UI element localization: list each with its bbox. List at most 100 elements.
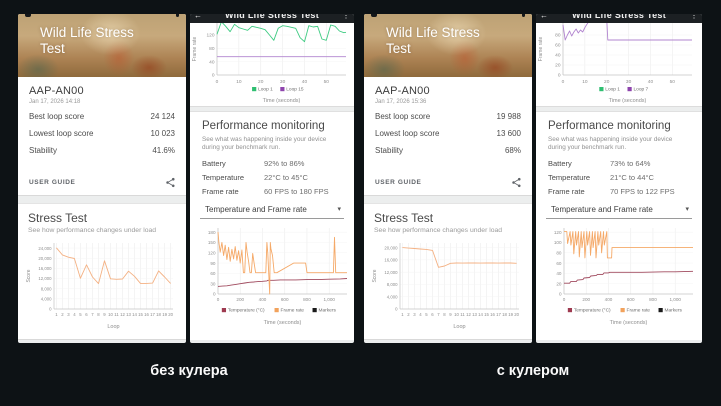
performance-monitoring-card: Performance monitoring See what was happ… [536, 111, 702, 340]
svg-text:Markers: Markers [319, 308, 337, 314]
svg-text:10: 10 [236, 79, 242, 85]
monitoring-panel-no-cooler: ← Wild Life Stress Test ⋮ 0 40 80 120 0 10 20 3… [190, 14, 354, 343]
svg-text:2: 2 [61, 312, 64, 317]
score-value: 10 023 [150, 129, 175, 138]
stress-test-subtitle: See how performance changes under load [28, 227, 157, 234]
score-value: 68% [504, 146, 521, 155]
svg-text:800: 800 [303, 297, 311, 302]
svg-text:Loop 7: Loop 7 [634, 87, 649, 93]
chart-type-dropdown[interactable]: Temperature and Frame rate ▾ [551, 205, 689, 214]
back-icon[interactable]: ← [540, 14, 548, 20]
back-icon[interactable] [371, 14, 377, 17]
svg-text:9: 9 [449, 312, 452, 317]
svg-text:Loop 1: Loop 1 [605, 87, 620, 93]
svg-text:8,000: 8,000 [387, 282, 398, 287]
score-label: Lowest loop score [29, 129, 94, 138]
svg-text:Frame rate: Frame rate [192, 37, 198, 62]
svg-text:12: 12 [466, 312, 471, 317]
hero-artwork: Wild Life Stress Test [364, 14, 532, 77]
svg-text:60: 60 [210, 271, 216, 276]
svg-text:12,000: 12,000 [38, 276, 52, 281]
monitor-value: 22°C to 45°C [264, 173, 308, 182]
svg-text:15: 15 [484, 312, 489, 317]
svg-text:40: 40 [302, 79, 308, 85]
svg-text:7: 7 [91, 312, 94, 317]
svg-text:5: 5 [79, 312, 82, 317]
stress-test-heading: Stress Test [28, 211, 88, 225]
svg-text:4: 4 [419, 312, 422, 317]
svg-text:0: 0 [212, 73, 215, 79]
svg-text:12,000: 12,000 [384, 270, 398, 275]
svg-text:100: 100 [554, 240, 562, 245]
monitor-row: Frame rate 60 FPS to 180 FPS [202, 187, 346, 196]
svg-text:17: 17 [150, 312, 155, 317]
monitoring-panel-cooler: ← Wild Life Stress Test ⋮ 0 20 40 60 80 0 10 20… [536, 14, 702, 343]
temperature-framerate-chart: 0 20 40 60 80 100 120 0 200 400 600 800 1,000 Time (s… [554, 228, 694, 326]
score-row: Stability 68% [375, 146, 521, 155]
chart-type-dropdown[interactable]: Temperature and Frame rate ▾ [205, 205, 341, 214]
svg-text:13: 13 [126, 312, 131, 317]
run-date: Jan 17, 2026 15:36 [375, 99, 427, 105]
stress-test-heading: Stress Test [374, 211, 434, 225]
run-date: Jan 17, 2026 14:18 [29, 99, 81, 105]
svg-text:0: 0 [563, 297, 566, 302]
score-value: 13 600 [496, 129, 521, 138]
svg-text:Time (seconds): Time (seconds) [263, 98, 301, 104]
svg-text:14: 14 [132, 312, 137, 317]
monitor-row: Temperature 21°C to 44°C [548, 173, 694, 182]
svg-text:15: 15 [138, 312, 143, 317]
dropdown-value: Temperature and Frame rate [551, 205, 653, 214]
kebab-menu-icon[interactable] [522, 14, 525, 17]
stress-test-subtitle: See how performance changes under load [374, 227, 503, 234]
share-icon[interactable] [165, 177, 176, 188]
user-guide-link[interactable]: USER GUIDE [29, 179, 76, 186]
svg-text:200: 200 [236, 297, 244, 302]
svg-text:Loop: Loop [453, 324, 465, 330]
score-label: Lowest loop score [375, 129, 440, 138]
svg-text:7: 7 [437, 312, 440, 317]
caption-no-cooler: без кулера [150, 363, 228, 379]
svg-text:16,000: 16,000 [38, 266, 52, 271]
back-icon[interactable] [25, 14, 31, 17]
monitor-value: 60 FPS to 180 FPS [264, 187, 329, 196]
svg-text:14: 14 [478, 312, 483, 317]
svg-text:9: 9 [103, 312, 106, 317]
app-title: Wild Life Stress Test [571, 14, 667, 20]
svg-text:2: 2 [407, 312, 410, 317]
svg-text:120: 120 [206, 33, 214, 39]
caption-cooler: с кулером [496, 363, 570, 379]
svg-text:180: 180 [208, 230, 216, 235]
back-icon[interactable]: ← [194, 14, 202, 20]
svg-text:0: 0 [217, 297, 220, 302]
svg-text:0: 0 [49, 307, 52, 312]
dropdown-underline [200, 218, 344, 219]
monitor-row: Frame rate 70 FPS to 122 FPS [548, 187, 694, 196]
svg-text:20: 20 [514, 312, 519, 317]
app-title-bar: ← Wild Life Stress Test ⋮ [190, 14, 354, 23]
user-guide-link[interactable]: USER GUIDE [375, 179, 422, 186]
svg-text:Frame rate: Frame rate [538, 37, 544, 62]
svg-text:11: 11 [460, 312, 465, 317]
kebab-menu-icon[interactable]: ⋮ [342, 14, 350, 20]
svg-text:16: 16 [490, 312, 495, 317]
result-card: AAP-AN00 Jan 17, 2026 15:36 Best loop sc… [364, 77, 532, 196]
share-icon[interactable] [511, 177, 522, 188]
svg-text:20: 20 [258, 79, 264, 85]
svg-text:8: 8 [97, 312, 100, 317]
svg-text:17: 17 [496, 312, 501, 317]
score-row: Lowest loop score 13 600 [375, 129, 521, 138]
svg-text:20: 20 [556, 281, 562, 286]
monitor-row: Battery 73% to 64% [548, 159, 694, 168]
score-label: Best loop score [29, 112, 85, 121]
chevron-down-icon: ▾ [337, 206, 341, 213]
temperature-framerate-chart: 0 30 60 90 120 150 180 0 200 400 600 800 1,000 Time (… [208, 228, 348, 326]
svg-text:13: 13 [472, 312, 477, 317]
monitor-value: 73% to 64% [610, 159, 651, 168]
svg-text:20: 20 [604, 79, 610, 85]
svg-text:Temperature (°C): Temperature (°C) [574, 308, 611, 314]
kebab-menu-icon[interactable]: ⋮ [690, 14, 698, 20]
svg-text:50: 50 [670, 79, 676, 85]
kebab-menu-icon[interactable] [176, 14, 179, 17]
svg-text:Temperature (°C): Temperature (°C) [228, 308, 265, 314]
svg-text:8: 8 [443, 312, 446, 317]
